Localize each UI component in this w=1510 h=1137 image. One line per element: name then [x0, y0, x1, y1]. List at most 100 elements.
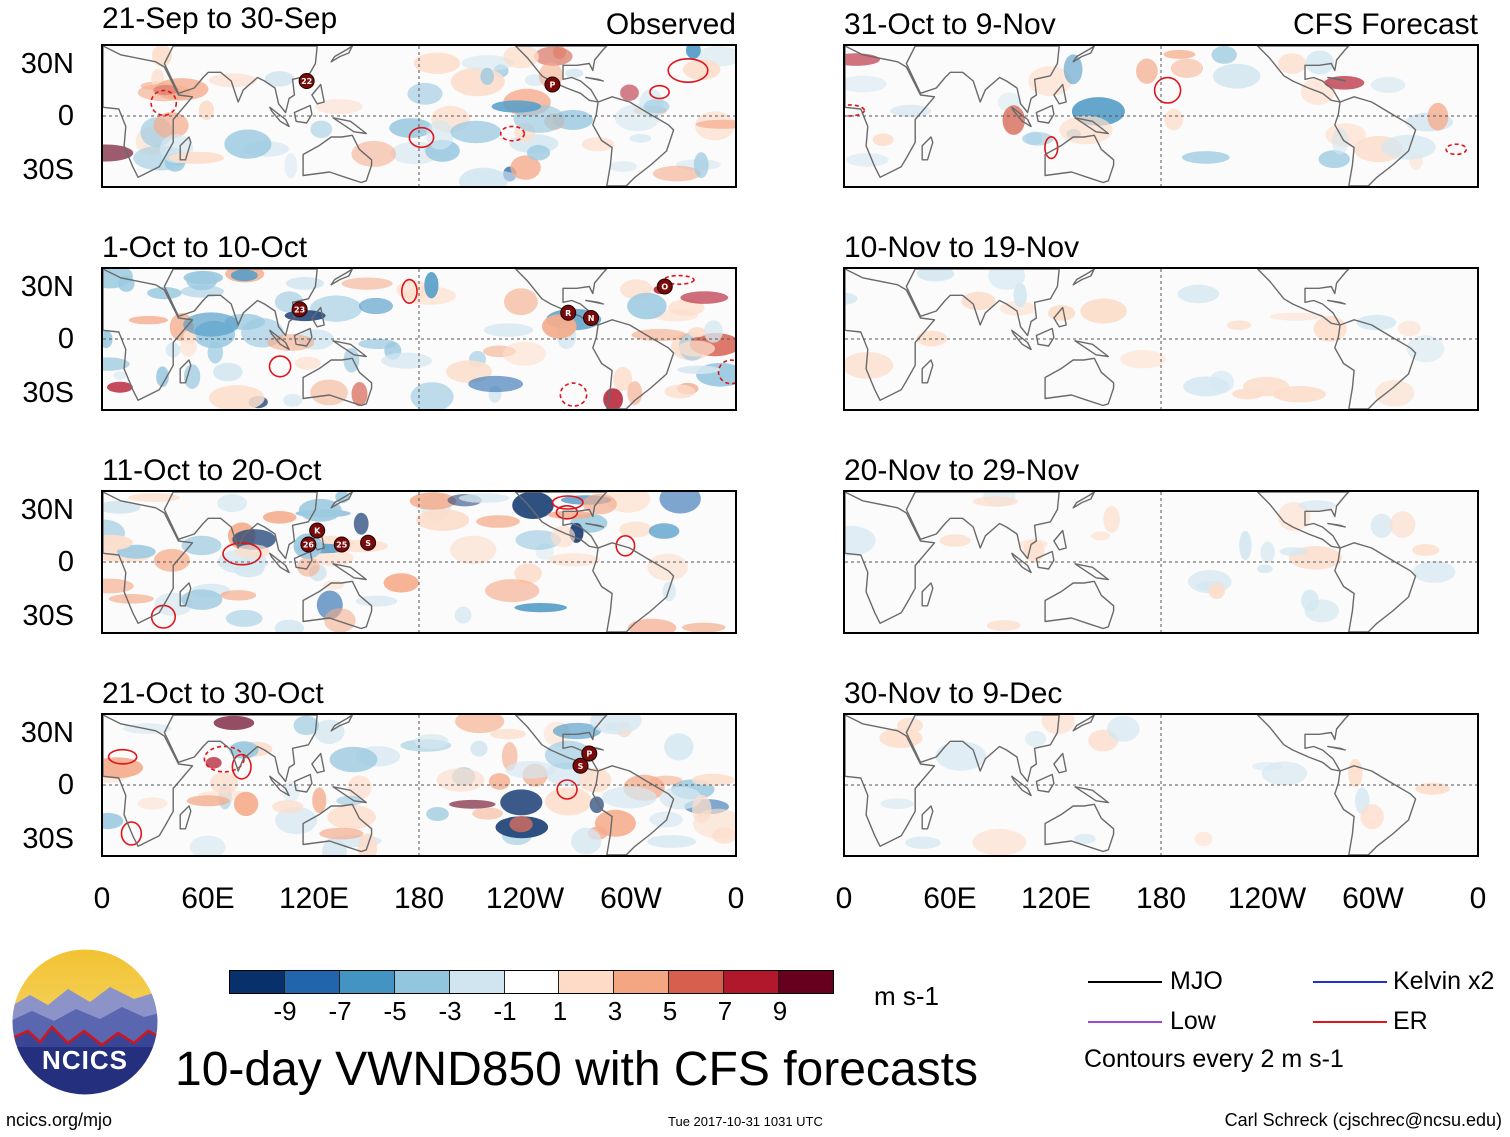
- anomaly-cell: [283, 393, 303, 407]
- anomaly-cell: [284, 153, 298, 179]
- er-contour: [120, 821, 143, 846]
- coastline: [921, 136, 934, 161]
- storm-label: 22: [301, 77, 312, 86]
- storm-icon: [360, 534, 377, 551]
- coastline: [293, 773, 313, 793]
- anomaly-cell: [108, 594, 154, 604]
- map-panel: [843, 713, 1479, 857]
- anomaly-cell: [153, 548, 190, 572]
- er-contour: [222, 542, 262, 566]
- anomaly-cell: [1013, 283, 1027, 308]
- coastline: [103, 492, 194, 625]
- anomaly-cell: [319, 827, 364, 840]
- coastline: [845, 269, 936, 402]
- anomaly-cell: [298, 498, 342, 522]
- anomaly-cell: [225, 609, 263, 627]
- map-panel: [843, 267, 1479, 411]
- coastline: [1011, 106, 1032, 128]
- anomaly-cell: [416, 509, 470, 531]
- coastline: [905, 269, 1060, 337]
- anomaly-cell: [643, 99, 670, 114]
- anomaly-cell: [213, 362, 243, 382]
- footer-url[interactable]: ncics.org/mjo: [6, 1110, 113, 1130]
- anomaly-cell: [324, 608, 356, 632]
- legend-label: Kelvin x2: [1393, 967, 1495, 995]
- anomaly-cell: [1024, 731, 1047, 747]
- coastline: [905, 492, 1060, 560]
- colorbar-units: m s-1: [874, 981, 939, 1011]
- storm-icon: [560, 304, 577, 321]
- anomaly-cell: [267, 334, 315, 351]
- er-contour: [499, 125, 526, 142]
- legend-line-mjo: [1088, 981, 1162, 983]
- main-title: 10-day VWND850 with CFS forecasts: [175, 1043, 978, 1096]
- colorbar-tick: -7: [328, 996, 352, 1026]
- coastline: [1074, 340, 1109, 358]
- coastline: [330, 46, 354, 63]
- anomaly-cell: [310, 379, 348, 406]
- anomaly-cell: [272, 800, 304, 814]
- anomaly-cell: [845, 75, 887, 93]
- anomaly-cell: [220, 590, 257, 601]
- anomaly-cell: [103, 330, 113, 349]
- anomaly-cell: [619, 521, 653, 538]
- storm-marker: R: [560, 304, 577, 321]
- map-panel: K 26 25 S: [101, 490, 737, 634]
- anomaly-cell: [310, 120, 333, 138]
- anomaly-cell: [880, 798, 914, 809]
- anomaly-cell: [1120, 350, 1166, 369]
- anomaly-cell: [153, 112, 189, 139]
- lon-label: 120E: [278, 882, 350, 915]
- lon-label: 60W: [600, 882, 662, 915]
- lat-label: 0: [57, 769, 74, 801]
- coastline: [293, 550, 313, 570]
- lon-label: 60E: [181, 882, 235, 915]
- anomaly-cell: [571, 827, 602, 855]
- anomaly-cell: [1107, 716, 1140, 742]
- anomaly-cell: [500, 789, 543, 816]
- coastline: [845, 46, 936, 179]
- storm-icon: [333, 536, 350, 553]
- anomaly-cell: [234, 544, 270, 559]
- anomaly-cell: [322, 838, 347, 855]
- anomaly-cell: [180, 285, 225, 298]
- anomaly-cell: [103, 534, 133, 551]
- anomaly-cell: [1279, 547, 1308, 557]
- anomaly-cell: [602, 786, 657, 809]
- anomaly-cell: [961, 291, 996, 311]
- anomaly-cell: [589, 796, 604, 814]
- footer-author: Carl Schreck (cjschrec@ncsu.edu): [1224, 1110, 1502, 1130]
- anomaly-cell: [491, 100, 541, 113]
- anomaly-cell: [450, 67, 505, 97]
- panel-title: 21-Oct to 30-Oct: [102, 677, 324, 710]
- coastline: [1072, 492, 1096, 509]
- anomaly-cell: [703, 320, 723, 343]
- coastline: [1072, 46, 1096, 63]
- coastline: [269, 552, 290, 574]
- lon-label: 180: [393, 882, 445, 915]
- anomaly-cell: [209, 385, 265, 409]
- coastline: [293, 327, 313, 347]
- anomaly-cell: [629, 134, 652, 143]
- anomaly-cell: [1413, 560, 1456, 583]
- anomaly-cell: [181, 535, 222, 556]
- storm-marker: S: [572, 757, 589, 774]
- logo-text: NCICS: [42, 1045, 128, 1075]
- anomaly-cell: [327, 804, 376, 830]
- anomaly-cell: [1028, 66, 1072, 97]
- legend-label: Low: [1170, 1007, 1216, 1035]
- anomaly-cell: [1356, 314, 1397, 331]
- panel-title: 10-Nov to 19-Nov: [844, 231, 1080, 264]
- map-svg: [845, 715, 1477, 855]
- coastline: [163, 492, 318, 560]
- anomaly-cell: [1277, 53, 1307, 74]
- coastline: [592, 765, 675, 855]
- coastline: [332, 340, 367, 358]
- anomaly-cell: [652, 165, 701, 182]
- anomaly-cell: [1194, 831, 1213, 847]
- anomaly-cell: [972, 828, 1027, 855]
- map-panel: 23 R N O: [101, 267, 737, 411]
- anomaly-cell: [1370, 513, 1393, 538]
- coastline: [302, 357, 373, 407]
- coastlines: [103, 492, 675, 632]
